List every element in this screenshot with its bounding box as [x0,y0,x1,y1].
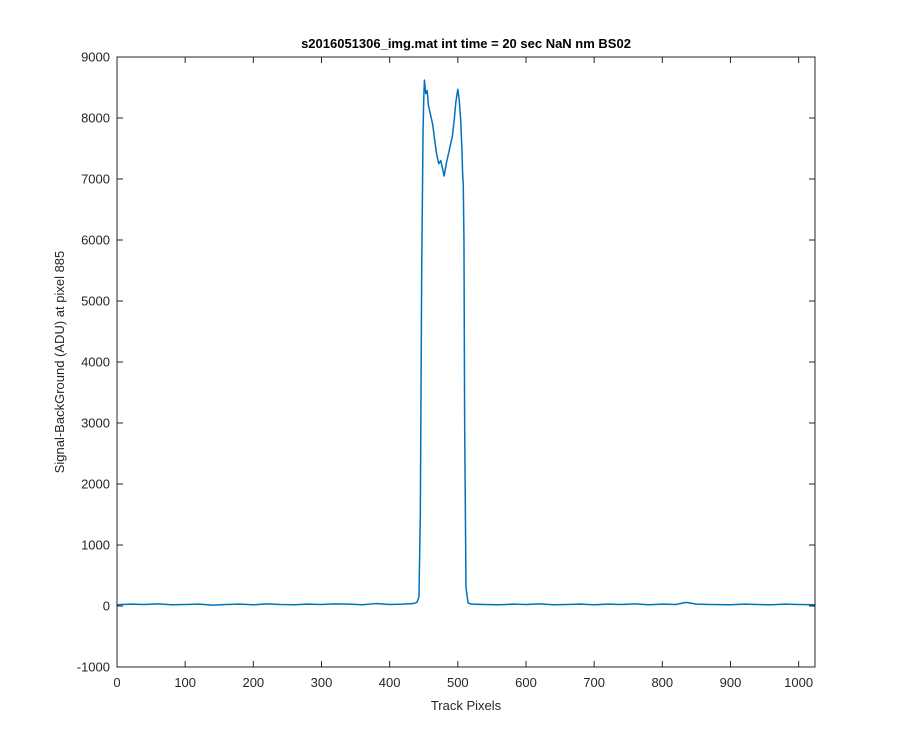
y-tick-label: -1000 [77,660,110,675]
series-layer [116,79,816,606]
x-tick-label: 300 [311,675,333,690]
y-tick-label: 6000 [81,233,110,248]
x-tick-label: 500 [447,675,469,690]
chart-title: s2016051306_img.mat int time = 20 sec Na… [301,36,631,51]
y-tick-label: 7000 [81,172,110,187]
x-tick-label: 1000 [784,675,813,690]
x-tick-label: 0 [113,675,120,690]
x-tick-label: 400 [379,675,401,690]
x-tick-label: 900 [720,675,742,690]
y-tick-layer: -1000 0 1000 2000 3000 4000 5000 6000 7000 8000 90… [77,50,815,675]
x-tick-label: 600 [515,675,537,690]
series-line-0 [116,79,816,606]
y-axis-label: Signal-BackGround (ADU) at pixel 885 [52,251,67,474]
y-tick-label: 1000 [81,538,110,553]
y-tick-label: 4000 [81,355,110,370]
y-tick-label: 2000 [81,477,110,492]
y-tick-label: 0 [103,599,110,614]
x-tick-label: 100 [174,675,196,690]
x-axis-label: Track Pixels [431,698,502,713]
y-tick-label: 9000 [81,50,110,65]
x-tick-label: 800 [651,675,673,690]
x-tick-layer: 0 100 200 300 400 500 600 700 800 900 1000 [113,57,813,690]
y-tick-label: 8000 [81,111,110,126]
x-tick-label: 200 [242,675,264,690]
y-tick-label: 5000 [81,294,110,309]
x-tick-label: 700 [583,675,605,690]
y-tick-label: 3000 [81,416,110,431]
